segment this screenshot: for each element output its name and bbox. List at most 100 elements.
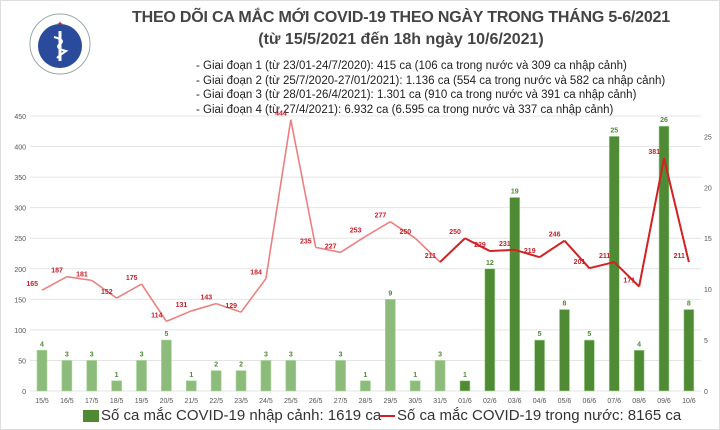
bar-data-label: 5: [538, 331, 542, 338]
line-data-label: 175: [126, 275, 138, 282]
left-tick-label: 150: [14, 297, 26, 304]
bar: [210, 370, 222, 392]
x-tick-label: 06/6: [583, 398, 597, 405]
bar: [534, 339, 545, 392]
left-tick-label: 100: [14, 328, 26, 335]
bar-data-label: 4: [637, 341, 641, 348]
bar: [559, 309, 570, 392]
line-data-label: 129: [225, 303, 237, 310]
line-data-label: 277: [375, 213, 387, 220]
line-segment: [365, 221, 391, 238]
chart-title: THEO DÕI CA MẮC MỚI COVID-19 THEO NGÀY T…: [132, 9, 670, 26]
x-tick-label: 17/5: [85, 398, 99, 405]
legend-line-swatch: [379, 414, 395, 417]
x-tick-label: 03/6: [508, 398, 522, 405]
bar-data-label: 2: [239, 362, 243, 369]
line-data-label: 211: [599, 253, 610, 260]
line-data-label: 201: [574, 259, 586, 266]
bar-data-label: 12: [486, 260, 494, 267]
line-segment: [116, 283, 142, 299]
x-tick-label: 18/5: [110, 398, 124, 405]
bar-data-label: 3: [264, 351, 268, 358]
line-segment: [589, 261, 615, 270]
bar-data-label: 8: [563, 301, 567, 308]
bar-data-label: 3: [65, 351, 69, 358]
line-data-label: 250: [449, 229, 461, 236]
line-data-label: 131: [176, 302, 188, 309]
line-segment: [140, 283, 168, 322]
legend-bar-label: Số ca mắc COVID-19 nhập cảnh: 1619 ca: [101, 407, 382, 424]
x-tick-label: 10/6: [682, 398, 696, 405]
line-segment: [464, 237, 491, 252]
bar-data-label: 1: [115, 372, 119, 379]
line-segment: [663, 157, 690, 263]
bar-data-label: 2: [214, 362, 218, 369]
right-tick-label: 25: [704, 134, 712, 141]
bar: [409, 380, 421, 392]
line-segment: [613, 261, 640, 288]
x-tick-label: 02/6: [483, 398, 497, 405]
left-tick-label: 300: [14, 206, 26, 213]
line-data-label: 143: [200, 295, 212, 302]
bar-data-label: 3: [438, 351, 442, 358]
line-segment: [265, 119, 292, 279]
line-segment: [563, 239, 591, 269]
legend-line-label: Số ca mắc COVID-19 trong nước: 8165 ca: [397, 407, 682, 424]
phase-3: - Giai đoạn 3 (từ 28/01-26/4/2021): 1.30…: [196, 89, 637, 101]
bar-data-label: 1: [413, 372, 417, 379]
bar: [683, 309, 695, 392]
x-tick-label: 19/5: [135, 398, 149, 405]
left-tick-label: 450: [14, 114, 26, 121]
left-tick-label: 400: [14, 145, 26, 152]
right-tick-label: 20: [704, 185, 712, 192]
line-segment: [514, 248, 540, 259]
line-segment: [240, 278, 267, 313]
bar-data-label: 26: [660, 117, 668, 124]
bar: [509, 197, 521, 392]
x-tick-label: 25/5: [284, 398, 298, 405]
x-tick-label: 26/5: [309, 398, 323, 405]
bar-data-label: 1: [463, 372, 467, 379]
right-tick-label: 10: [704, 287, 712, 294]
bar: [260, 360, 272, 392]
legend-line: Số ca mắc COVID-19 trong nước: 8165 ca: [379, 407, 681, 424]
bar-data-label: 3: [339, 351, 343, 358]
bar: [459, 380, 471, 392]
x-tick-label: 07/6: [607, 398, 621, 405]
line-segment: [215, 302, 242, 313]
x-tick-label: 15/5: [35, 398, 49, 405]
bar: [584, 339, 595, 392]
bar: [61, 360, 73, 392]
line-segment: [389, 221, 416, 239]
x-tick-label: 01/6: [458, 398, 472, 405]
line-data-label: 211: [674, 253, 685, 260]
line-segment: [489, 248, 515, 253]
line-data-label: 211: [425, 253, 436, 260]
x-tick-label: 09/6: [657, 398, 671, 405]
bar: [111, 380, 122, 392]
line-data-label: 187: [51, 268, 63, 275]
legend-bar: Số ca mắc COVID-19 nhập cảnh: 1619 ca: [83, 407, 381, 424]
line-segment: [638, 157, 665, 287]
line-segment: [66, 275, 92, 282]
line-segment: [41, 276, 68, 291]
line-data-label: 444: [275, 111, 287, 118]
right-tick-label: 5: [704, 338, 708, 345]
line-data-label: 235: [300, 238, 312, 245]
x-tick-label: 04/6: [533, 398, 547, 405]
bar-data-label: 19: [511, 188, 519, 195]
x-tick-label: 05/6: [558, 398, 572, 405]
bar: [185, 380, 197, 392]
ministry-of-health-logo: [29, 13, 91, 75]
bar: [335, 360, 346, 392]
bar-data-label: 5: [164, 331, 168, 338]
x-tick-label: 24/5: [259, 398, 273, 405]
line-data-label: 171: [623, 278, 635, 285]
bar-data-label: 3: [289, 351, 293, 358]
x-tick-label: 22/5: [209, 398, 223, 405]
phase-2: - Giai đoạn 2 (từ 25/7/2020-27/01/2021):…: [196, 74, 666, 87]
line-segment: [340, 235, 366, 253]
phase-summary: - Giai đoạn 1 (từ 23/01-24/7/2020): 415 …: [196, 59, 665, 117]
x-tick-label: 28/5: [359, 398, 373, 405]
